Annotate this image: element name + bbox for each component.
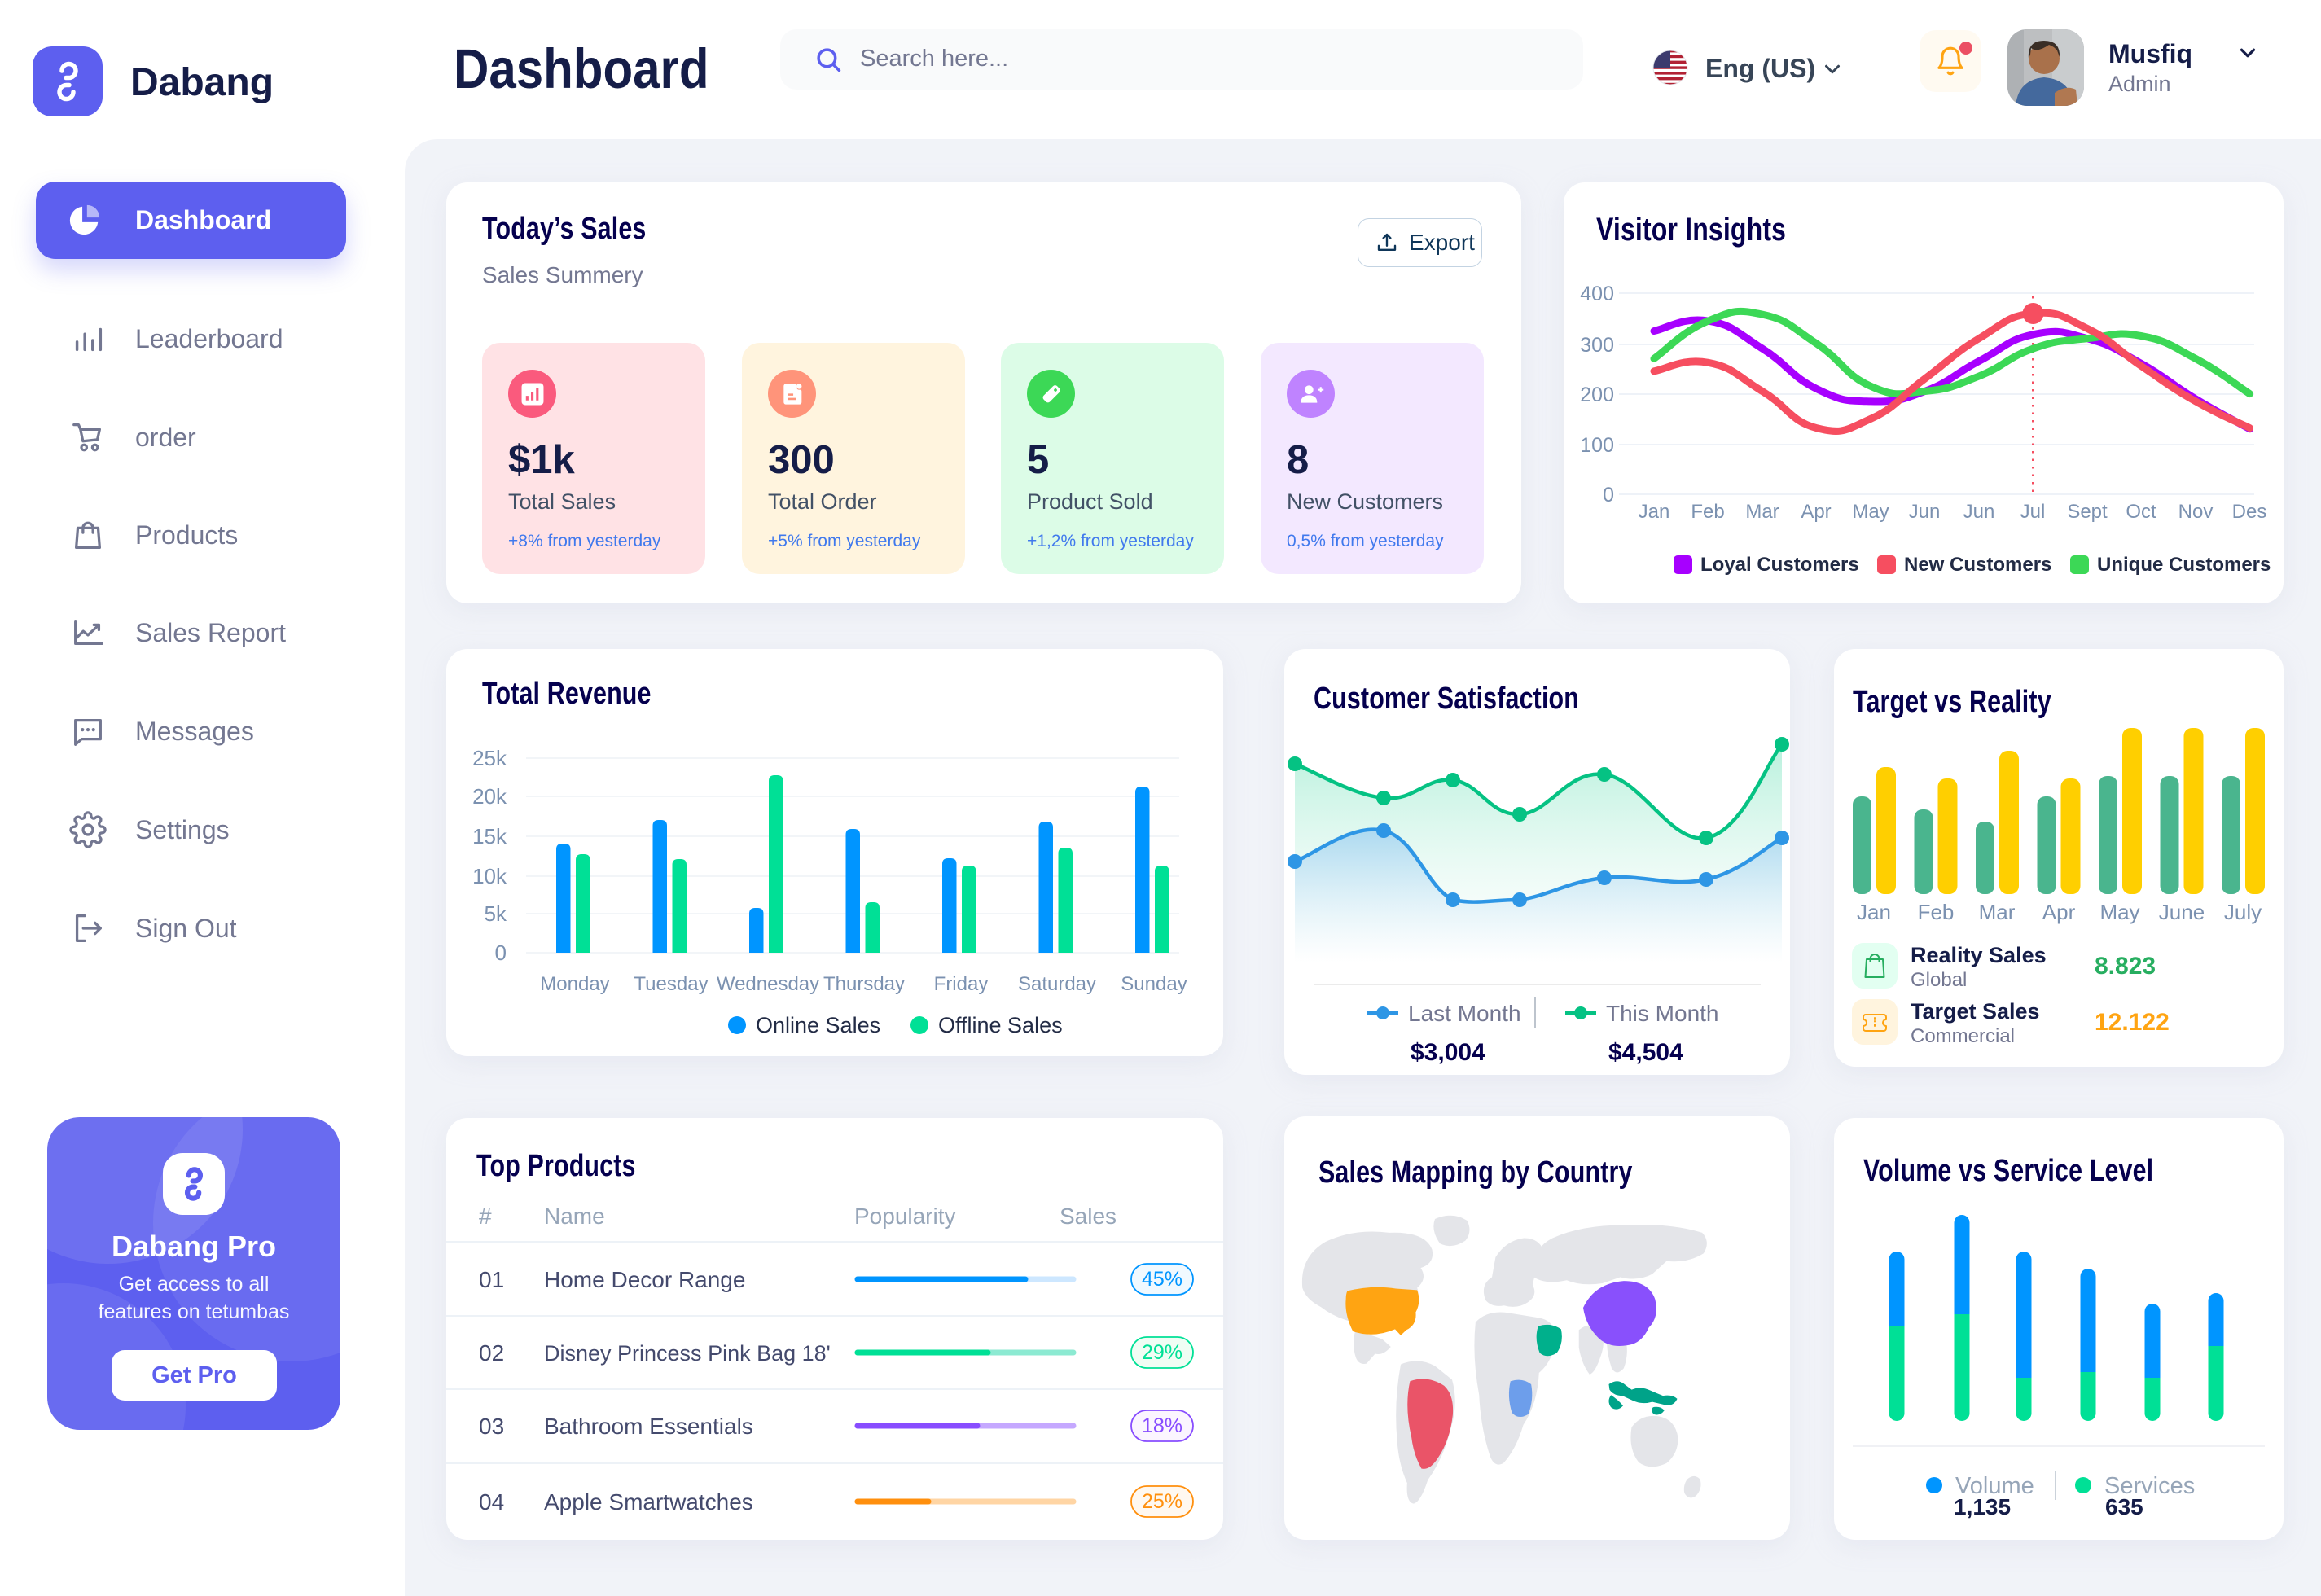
svg-text:#: #	[479, 1204, 492, 1229]
svg-text:03: 03	[479, 1414, 504, 1439]
svg-text:Thursday: Thursday	[823, 973, 905, 995]
svg-text:200: 200	[1580, 384, 1614, 406]
svg-text:12.122: 12.122	[2095, 1009, 2170, 1036]
svg-text:25%: 25%	[1142, 1490, 1182, 1513]
svg-text:$3,004: $3,004	[1411, 1039, 1485, 1066]
svg-text:1,135: 1,135	[1954, 1494, 2011, 1519]
svg-text:400: 400	[1580, 283, 1614, 305]
svg-text:Friday: Friday	[934, 973, 989, 995]
svg-text:Saturday: Saturday	[1018, 973, 1096, 995]
svg-text:5k: 5k	[485, 901, 507, 926]
svg-text:02: 02	[479, 1340, 504, 1366]
svg-text:New Customers: New Customers	[1904, 554, 2051, 576]
svg-text:29%: 29%	[1142, 1341, 1182, 1364]
svg-text:Reality Sales: Reality Sales	[1911, 943, 2047, 967]
svg-text:Disney Princess Pink Bag 18': Disney Princess Pink Bag 18'	[544, 1341, 831, 1366]
svg-text:Home Decor Range: Home Decor Range	[544, 1267, 745, 1292]
svg-text:Apr: Apr	[2042, 900, 2076, 924]
svg-text:20k: 20k	[472, 784, 507, 809]
svg-text:Oct: Oct	[2126, 501, 2156, 523]
svg-text:01: 01	[479, 1267, 504, 1292]
svg-text:Offline Sales: Offline Sales	[938, 1013, 1063, 1037]
svg-text:Apple Smartwatches: Apple Smartwatches	[544, 1489, 753, 1515]
svg-text:635: 635	[2105, 1494, 2143, 1519]
svg-text:Feb: Feb	[1918, 900, 1955, 924]
svg-text:Online Sales: Online Sales	[756, 1013, 880, 1037]
svg-text:Jan: Jan	[1857, 900, 1891, 924]
svg-text:Sunday: Sunday	[1121, 973, 1187, 995]
svg-text:Jul: Jul	[2020, 501, 2046, 523]
svg-text:Last Month: Last Month	[1408, 1001, 1521, 1026]
svg-text:18%: 18%	[1142, 1414, 1182, 1437]
svg-text:July: July	[2224, 900, 2262, 924]
svg-text:Jan: Jan	[1639, 501, 1670, 523]
svg-text:Mar: Mar	[1979, 900, 2016, 924]
svg-text:Jun: Jun	[1909, 501, 1941, 523]
svg-text:Target Sales: Target Sales	[1911, 999, 2040, 1024]
svg-text:Unique Customers: Unique Customers	[2097, 554, 2271, 576]
svg-text:0: 0	[495, 940, 507, 965]
svg-text:Feb: Feb	[1691, 501, 1724, 523]
svg-text:Apr: Apr	[1801, 501, 1831, 523]
svg-text:Popularity: Popularity	[854, 1204, 956, 1229]
svg-text:Mar: Mar	[1745, 501, 1779, 523]
svg-text:Nov: Nov	[2178, 501, 2214, 523]
svg-text:$4,504: $4,504	[1608, 1039, 1683, 1066]
svg-text:Global: Global	[1911, 969, 1967, 991]
svg-text:May: May	[1852, 501, 1889, 523]
svg-text:10k: 10k	[472, 864, 507, 888]
svg-text:25k: 25k	[472, 746, 507, 770]
svg-text:Volume: Volume	[1955, 1473, 2034, 1499]
svg-text:100: 100	[1580, 434, 1614, 457]
svg-text:Wednesday: Wednesday	[717, 973, 819, 995]
svg-text:Name: Name	[544, 1204, 605, 1229]
svg-text:May: May	[2099, 900, 2139, 924]
svg-text:15k: 15k	[472, 824, 507, 848]
svg-text:Commercial: Commercial	[1911, 1025, 2015, 1047]
svg-text:Loyal Customers: Loyal Customers	[1700, 554, 1859, 576]
svg-text:Bathroom Essentials: Bathroom Essentials	[544, 1414, 753, 1439]
svg-text:This Month: This Month	[1606, 1001, 1719, 1026]
svg-text:Jun: Jun	[1963, 501, 1995, 523]
svg-text:45%: 45%	[1142, 1268, 1182, 1291]
svg-text:0: 0	[1603, 484, 1614, 506]
svg-text:8.823: 8.823	[2095, 953, 2156, 980]
svg-text:Services: Services	[2104, 1473, 2195, 1499]
svg-text:Tuesday: Tuesday	[634, 973, 708, 995]
svg-text:Des: Des	[2232, 501, 2267, 523]
svg-text:Sales: Sales	[1060, 1204, 1117, 1229]
svg-text:June: June	[2159, 900, 2205, 924]
svg-text:Sept: Sept	[2067, 501, 2108, 523]
svg-text:Monday: Monday	[540, 973, 609, 995]
svg-text:300: 300	[1580, 334, 1614, 357]
svg-text:04: 04	[479, 1489, 504, 1515]
